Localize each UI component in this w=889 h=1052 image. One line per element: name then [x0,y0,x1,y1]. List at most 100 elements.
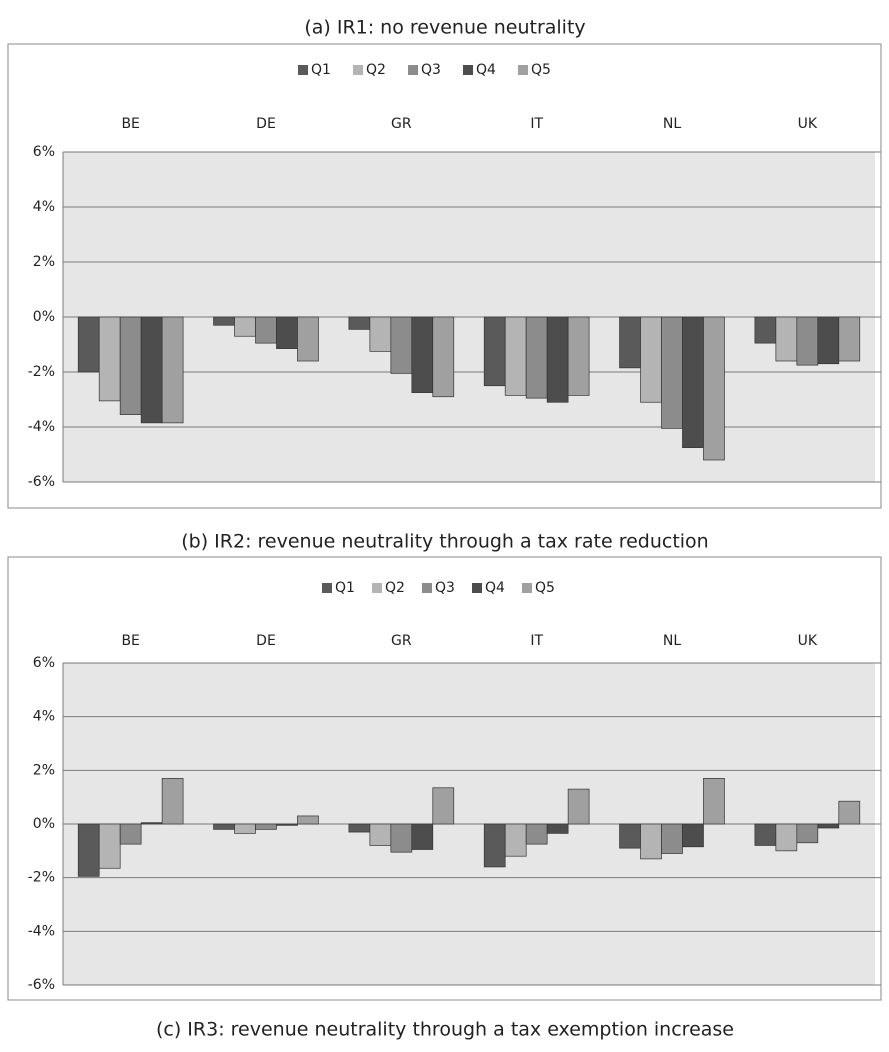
bar [682,823,704,848]
y-tick-label: 0% [33,816,55,832]
legend-swatch [322,583,332,593]
caption: (c) IR3: revenue neutrality through a ta… [156,1019,734,1041]
bar [504,316,527,396]
bar [525,316,548,399]
category-label: IT [530,116,543,132]
bar [838,316,861,362]
y-tick-label: -4% [28,419,55,435]
y-tick-label: 4% [33,199,55,215]
bar [817,823,840,829]
bar [98,316,121,402]
category-label: DE [256,633,276,649]
bar [411,823,434,850]
bar [297,815,319,825]
chart-title: (a) IR1: no revenue neutrality [304,17,585,39]
bar [546,316,569,403]
y-tick-label: 6% [33,144,55,160]
bar [390,823,413,853]
legend-swatch [422,583,432,593]
category-label: DE [256,116,276,132]
bar [369,823,392,846]
bar [640,823,662,860]
legend-label: Q1 [335,580,355,596]
bar [161,778,184,825]
bar [432,787,455,825]
bar [796,316,819,366]
legend-swatch [353,65,363,75]
bar [775,316,798,362]
bar [567,788,590,825]
bar [661,316,683,429]
y-tick-label: -2% [28,364,55,380]
bar [640,316,662,403]
category-label: IT [530,633,543,649]
bar [297,316,319,362]
y-tick-label: 0% [33,309,55,325]
bar [703,316,725,461]
chart-title: (b) IR2: revenue neutrality through a ta… [181,531,708,553]
bar [754,823,777,846]
y-tick-label: 6% [33,655,55,671]
bar [390,316,413,374]
category-label: BE [121,116,139,132]
bar [682,316,704,448]
bar [234,316,256,337]
legend-swatch [408,65,418,75]
category-label: BE [121,633,139,649]
category-label: UK [798,633,818,649]
y-tick-label: 4% [33,709,55,725]
bar [754,316,777,344]
category-label: NL [663,633,681,649]
legend-label: Q5 [535,580,555,596]
legend-label: Q4 [476,62,496,78]
bar [838,800,861,825]
bar [234,823,256,834]
category-label: NL [663,116,681,132]
y-tick-label: 2% [33,254,55,270]
bar [140,316,163,424]
legend-label: Q5 [531,62,551,78]
legend-swatch [472,583,482,593]
bar [483,823,506,868]
bar [119,823,142,845]
legend-swatch [372,583,382,593]
bar [255,316,277,344]
legend-label: Q3 [421,62,441,78]
category-label: GR [391,633,412,649]
y-tick-label: -2% [28,870,55,886]
y-tick-label: -4% [28,923,55,939]
bar [276,823,298,826]
legend-swatch [463,65,473,75]
bar [525,823,548,845]
bar [432,316,455,398]
category-label: GR [391,116,412,132]
bar [817,316,840,365]
legend-label: Q3 [435,580,455,596]
legend-label: Q2 [366,62,386,78]
y-tick-label: -6% [28,977,55,993]
bar [546,823,569,834]
bar [369,316,392,352]
bar [213,823,235,830]
bar [77,823,100,877]
bar [483,316,506,387]
bar [348,316,371,330]
bar [619,823,641,849]
legend-swatch [522,583,532,593]
legend-label: Q4 [485,580,505,596]
bar [348,823,371,833]
y-tick-label: 2% [33,762,55,778]
bar [661,823,683,854]
bar [140,822,163,825]
bar [567,316,590,396]
legend-swatch [298,65,308,75]
bar [276,316,298,349]
bar [119,316,142,415]
bar [504,823,527,857]
bar [703,778,725,825]
legend-label: Q1 [311,62,331,78]
bar [255,823,277,830]
bar [619,316,641,369]
